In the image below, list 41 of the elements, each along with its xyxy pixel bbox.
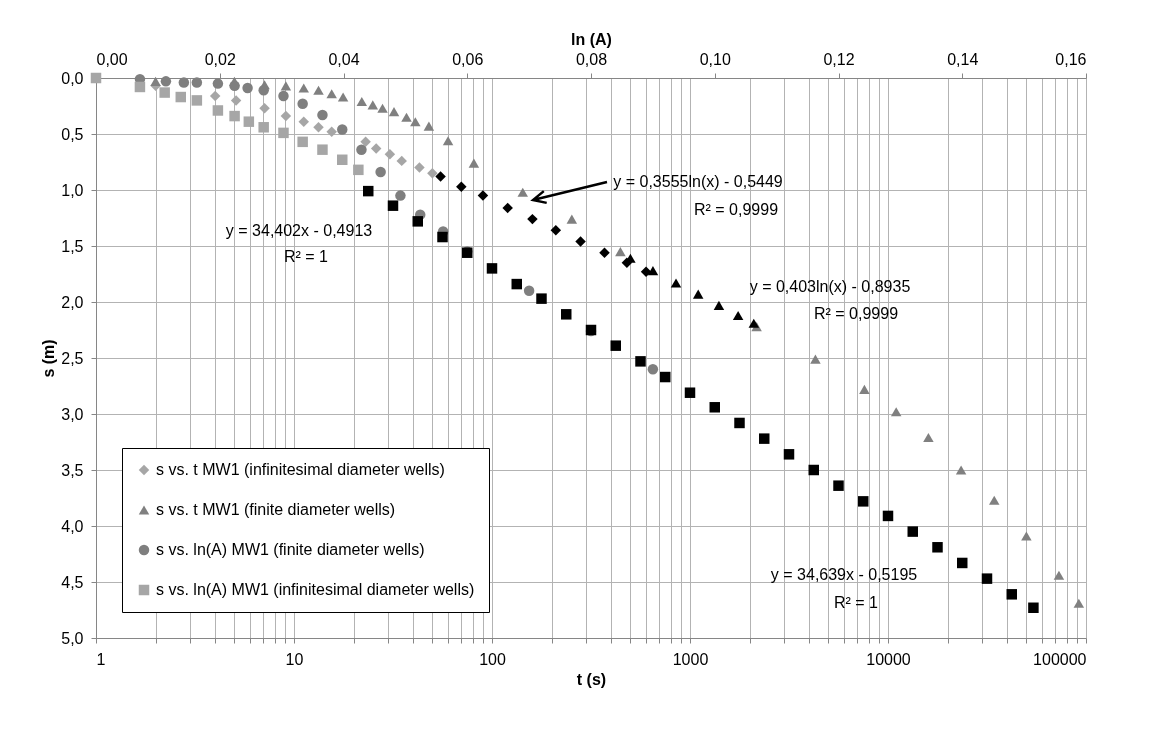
y-tick-label: 1,0: [61, 181, 84, 199]
y-tick-label: 0,0: [61, 69, 84, 87]
y-tick-label: 0,5: [61, 125, 84, 143]
x2-tick-label: 0,02: [204, 50, 236, 68]
x-tick-label: 1: [96, 650, 106, 668]
x2-axis-title: ln (A): [571, 30, 612, 48]
y-axis-title: s (m): [40, 339, 58, 378]
y-tick-label: 3,5: [61, 461, 84, 479]
annotation: y = 0,3555ln(x) - 0,5449: [613, 173, 783, 190]
x2-tick-label: 0,10: [699, 50, 731, 68]
x-tick-label: 10000: [866, 650, 911, 668]
x2-tick-label: 0,12: [823, 50, 855, 68]
y-tick-label: 4,5: [61, 573, 84, 591]
x2-tick-label: 0,14: [947, 50, 979, 68]
x-tick-label: 10: [285, 650, 304, 668]
x-tick-label: 1000: [672, 650, 709, 668]
legend-label: s vs. ln(A) MW1 (finite diameter wells): [156, 541, 425, 558]
legend-label: s vs. t MW1 (finite diameter wells): [156, 501, 396, 518]
annotation: R² = 0,9999: [813, 305, 899, 322]
annotation: R² = 0,9999: [693, 201, 779, 218]
y-tick-label: 3,0: [61, 405, 84, 423]
x-tick-label: 100000: [1033, 650, 1087, 668]
x-tick-label: 100: [479, 650, 506, 668]
y-tick-label: 2,0: [61, 293, 84, 311]
x2-tick-label: 0,16: [1055, 50, 1087, 68]
x2-tick-label: 0,06: [452, 50, 484, 68]
legend-label: s vs. t MW1 (infinitesimal diameter wells): [156, 461, 445, 478]
annotation: y = 34,402x - 0,4913: [225, 222, 373, 239]
legend-label: s vs. ln(A) MW1 (infinitesimal diameter wells): [156, 581, 475, 598]
x2-tick-label: 0,00: [96, 50, 128, 68]
annotation: R² = 1: [283, 248, 329, 265]
y-tick-label: 5,0: [61, 629, 84, 647]
annotation: R² = 1: [833, 594, 879, 611]
x2-tick-label: 0,08: [575, 50, 608, 68]
x-axis-title: t (s): [576, 670, 607, 688]
annotation: y = 34,639x - 0,5195: [770, 566, 918, 583]
y-tick-label: 4,0: [61, 517, 84, 535]
x2-tick-label: 0,04: [328, 50, 360, 68]
y-tick-label: 2,5: [61, 349, 84, 367]
y-tick-label: 1,5: [61, 237, 84, 255]
annotation: y = 0,403ln(x) - 0,8935: [749, 278, 911, 295]
